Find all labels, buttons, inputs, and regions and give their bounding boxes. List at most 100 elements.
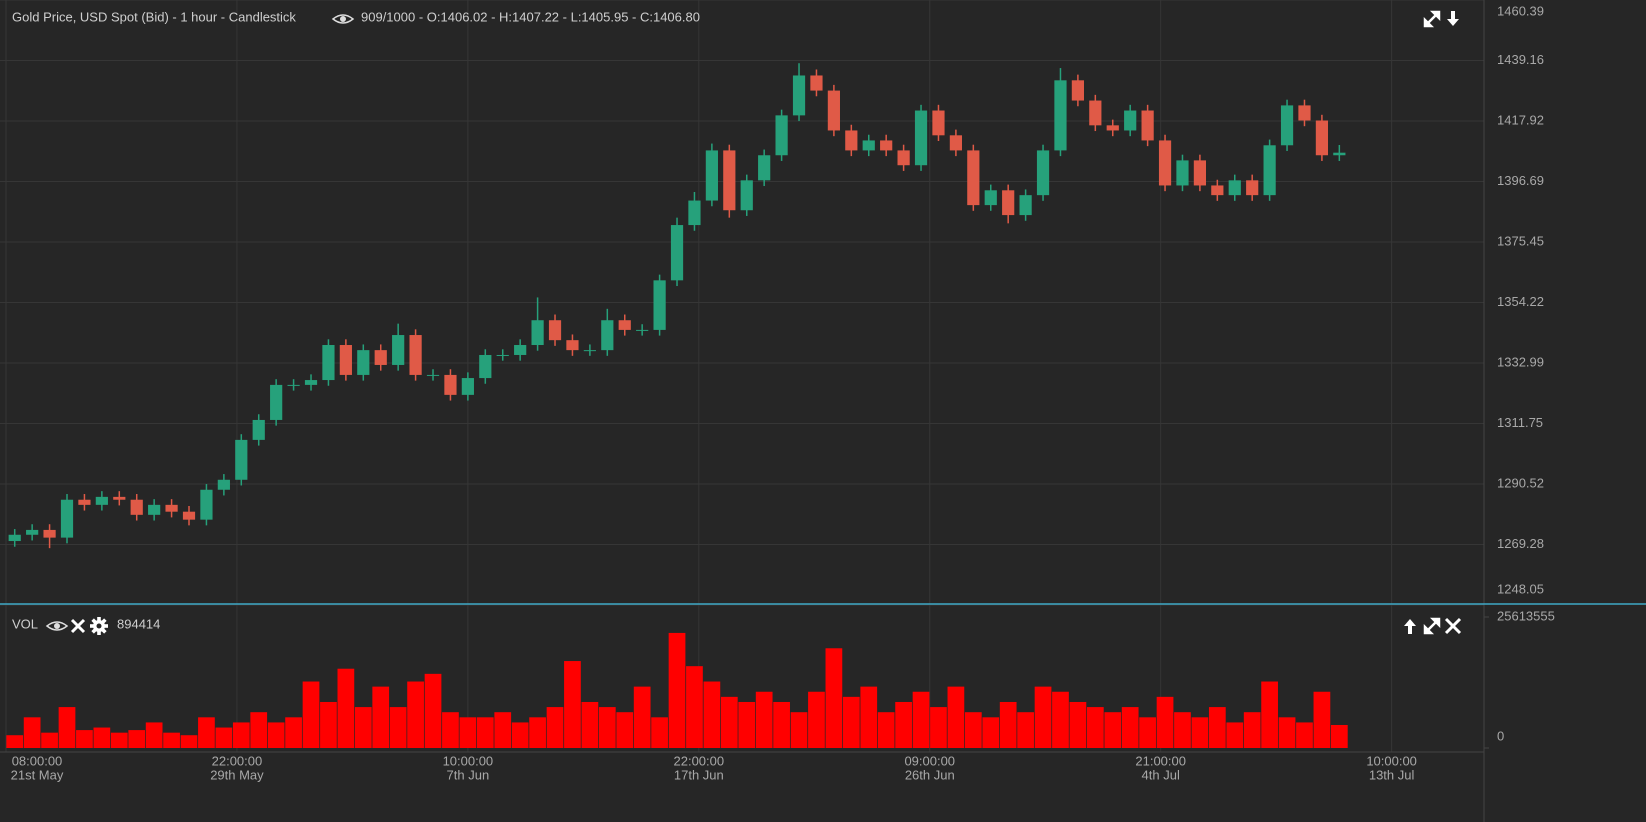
volume-bar — [877, 712, 895, 748]
volume-bar — [23, 717, 41, 748]
candle-body — [880, 140, 893, 151]
volume-bar — [1208, 707, 1226, 748]
candle-body — [1071, 80, 1084, 101]
candle-body — [148, 504, 161, 515]
volume-bar — [110, 732, 128, 748]
candle-body — [758, 155, 771, 181]
volume-bar — [738, 701, 756, 748]
marks — [6, 63, 1348, 748]
x-tick-label: 10:00:00 — [1366, 753, 1417, 768]
move-up-icon[interactable] — [1404, 619, 1416, 634]
volume-bar — [1069, 701, 1087, 748]
candle-body — [1036, 150, 1050, 196]
volume-bar — [598, 707, 616, 748]
volume-bar — [267, 722, 285, 748]
y-tick-label: 1311.75 — [1497, 415, 1543, 430]
volume-bar — [1278, 717, 1296, 748]
candle-body — [461, 378, 474, 395]
candle-body — [1228, 180, 1241, 196]
x-tick-date: 26th Jun — [905, 767, 955, 782]
candle-body — [217, 479, 230, 490]
volume-bar — [285, 717, 302, 748]
candle-body — [252, 419, 265, 440]
volume-bar — [1313, 691, 1331, 748]
volume-bar — [58, 707, 76, 748]
x-tick-date: 17th Jun — [674, 767, 724, 782]
candle-body — [78, 499, 91, 505]
y-tick-label: 1460.39 — [1497, 3, 1544, 18]
expand-icon[interactable] — [1423, 10, 1441, 28]
candle-body — [862, 140, 875, 151]
volume-bar — [947, 686, 965, 748]
volume-bar — [1052, 691, 1069, 748]
candle-body — [1002, 190, 1015, 216]
volume-bar — [337, 668, 355, 748]
candle-body — [165, 504, 178, 512]
volume-bar — [302, 681, 320, 748]
volume-bar — [842, 696, 860, 748]
volume-bar — [564, 661, 581, 748]
y-tick-label: 1354.22 — [1497, 294, 1544, 309]
candle-body — [1054, 80, 1067, 151]
volume-bar — [407, 681, 424, 748]
candle-body — [182, 511, 196, 520]
volume-bar — [982, 717, 1000, 748]
volume-bar — [686, 666, 703, 748]
candle-body — [583, 350, 596, 352]
candle-body — [636, 329, 649, 331]
chart-title: Gold Price, USD Spot (Bid) - 1 hour - Ca… — [12, 9, 296, 24]
download-icon[interactable] — [1447, 11, 1459, 26]
volume-bar — [476, 717, 494, 748]
candle-body — [426, 374, 440, 376]
y-tick-label: 1248.05 — [1497, 581, 1544, 596]
candle-body — [914, 110, 928, 166]
volume-tick-label: 25613555 — [1497, 608, 1555, 623]
candle-body — [1124, 110, 1137, 131]
ohlc-info: 909/1000 - O:1406.02 - H:1407.22 - L:140… — [361, 9, 700, 24]
candle-body — [653, 280, 666, 330]
volume-expand-icon[interactable] — [1423, 617, 1441, 635]
candle-body — [339, 345, 352, 375]
x-tick-label: 21:00:00 — [1135, 753, 1186, 768]
candle-body — [514, 345, 527, 355]
candle-body — [1158, 140, 1172, 186]
volume-remove-icon[interactable] — [1444, 617, 1462, 635]
x-tick-label: 09:00:00 — [904, 753, 955, 768]
volume-bar — [651, 717, 668, 748]
volume-bar — [755, 691, 773, 748]
candle-body — [26, 529, 39, 535]
volume-bar — [250, 712, 268, 748]
candle-body — [1246, 180, 1259, 196]
candle-body — [670, 225, 684, 281]
candle-body — [984, 190, 997, 206]
volume-settings-icon[interactable] — [90, 617, 108, 635]
volume-bar — [424, 673, 442, 748]
x-tick-label: 22:00:00 — [674, 753, 725, 768]
y-tick-label: 1332.99 — [1497, 354, 1544, 369]
volume-bar — [964, 712, 982, 748]
candle-body — [270, 384, 283, 420]
x-tick-date: 29th May — [210, 767, 264, 782]
candle-body — [1333, 152, 1346, 156]
candle-body — [479, 354, 492, 379]
volume-eye-icon[interactable] — [45, 621, 69, 631]
volume-bar — [93, 727, 111, 748]
x-tick-date: 7th Jun — [447, 767, 490, 782]
candle-body — [810, 75, 823, 91]
volume-title: VOL — [12, 616, 38, 631]
eye-icon[interactable] — [331, 14, 355, 24]
y-tick-label: 1417.92 — [1497, 112, 1544, 127]
candle-body — [1211, 185, 1224, 196]
candle-body — [775, 115, 788, 156]
volume-bar — [1086, 707, 1104, 748]
candle-body — [235, 439, 248, 480]
volume-close-icon[interactable] — [70, 618, 86, 634]
candle-body — [932, 110, 945, 136]
volume-bar — [912, 691, 930, 748]
volume-bar — [668, 632, 686, 748]
candle-body — [496, 354, 509, 356]
candle-body — [897, 150, 910, 166]
candle-body — [1141, 110, 1154, 141]
volume-bar — [1139, 717, 1156, 748]
